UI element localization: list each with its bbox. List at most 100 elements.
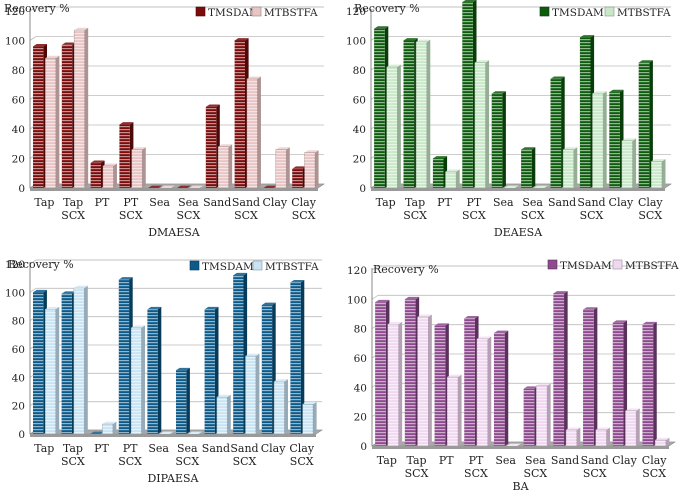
bar-side [300,280,305,434]
x-tick-label: Tap [376,196,396,209]
x-tick-label: SCX [580,209,604,222]
x-tick-label: Sand [548,196,576,209]
bar-side [485,60,490,188]
bar-top [579,35,595,38]
x-axis-title: DMAESA [148,226,201,239]
bar-side [255,353,260,434]
y-tick-label: 40 [12,124,25,136]
bar-side [314,150,319,188]
bar-tmsdam-sea [147,306,162,434]
bar-top [374,26,389,29]
bar-side [661,159,666,188]
y-tick-label: 20 [354,412,367,424]
bar-tmsdam-sand [205,104,220,188]
y-tick-label: 100 [5,36,25,48]
y-tick-label: 120 [5,259,25,271]
bar-top [177,185,191,188]
y-tick-label: 80 [12,316,25,328]
bar-tmsdam-clay [263,185,278,188]
bar-stripes [61,44,73,188]
bar-side [573,147,578,188]
y-axis-title: Recovery % [354,2,420,15]
y-tick-label: 40 [354,382,367,394]
legend-item-mtbstfa: MTBSTFA [612,259,679,272]
legend-label: TMSDAM [552,7,604,19]
bar-mtbstfa-clay-scx [304,150,319,189]
bar-top [218,144,233,147]
y-tick-label: 40 [353,124,366,136]
y-tick-label: 0 [359,183,366,195]
x-tick-label: Sand [232,196,260,209]
x-tick-label: Tap [405,196,425,209]
bar-side [606,427,611,446]
bar-stripes [404,299,416,446]
legend-item-mtbstfa: MTBSTFA [604,6,671,19]
x-tick-label: SCX [177,209,201,222]
bar-mtbstfa-sand [562,147,578,189]
legend-swatch [189,260,200,271]
bar-top [118,277,133,280]
y-tick-label: 120 [347,265,367,277]
bar-top [176,367,190,371]
bar-side [257,76,261,188]
bar-mtbstfa-pt [447,374,462,447]
bar-tmsdam-clay-scx [292,166,307,188]
x-tick-label: PT [95,196,110,209]
bar-tmsdam-sand [550,76,565,188]
plot-floor-edge [30,188,318,191]
legend-item-tmsdam: TMSDAM [189,260,254,273]
y-tick-label: 60 [354,353,367,365]
bar-top [445,169,460,172]
x-tick-label: Tap [377,454,397,467]
bar-side [457,374,462,446]
bar-mtbstfa-pt [102,163,117,189]
y-tick-label: 80 [12,65,25,77]
bar-stripes [216,397,228,434]
x-tick-label: Clay [609,196,634,209]
bar-top [205,104,220,107]
bar-stripes [583,309,594,446]
bar-stripes [536,385,548,446]
bar-top [61,42,76,45]
y-tick-label: 100 [347,294,367,306]
y-tick-label: 120 [346,6,366,18]
x-tick-label: Sea [495,454,516,467]
bar-tmsdam-sand [553,291,568,446]
bar-top [493,330,509,334]
y-tick-label: 0 [18,183,25,195]
bar-stripes [33,46,44,189]
bar-side [142,147,146,188]
x-tick-label: PT [467,196,482,209]
bar-stripes [274,381,285,434]
x-tick-label: Clay [638,196,663,209]
bar-top [609,89,624,93]
bar-stripes [45,309,56,434]
bar-stripes [476,338,488,446]
bar-tmsdam-pt-scx [118,277,133,434]
x-tick-label: SCX [118,455,142,468]
bar-tmsdam-sea-scx [521,147,536,188]
bar-side [398,321,403,446]
bar-mtbstfa-clay [273,379,288,435]
bar-side [603,91,607,188]
x-tick-label: Clay [262,196,287,209]
bar-stripes [566,429,577,446]
y-tick-label: 120 [5,6,25,18]
bar-top [474,60,490,63]
x-tick-label: Sand [203,196,231,209]
bar-top [45,306,60,310]
bar-side [157,306,162,434]
bar-tmsdam-tap [374,26,389,189]
bar-mtbstfa-tap-scx [417,314,432,447]
bar-top [263,185,278,188]
bar-top [416,39,431,42]
legend-swatch [604,6,615,17]
bar-stripes [447,377,458,446]
bar-tmsdam-pt-scx [119,122,134,188]
bar-tmsdam-clay [609,89,624,188]
y-tick-label: 20 [12,154,25,166]
bar-top [375,299,390,303]
bar-top [404,296,420,300]
